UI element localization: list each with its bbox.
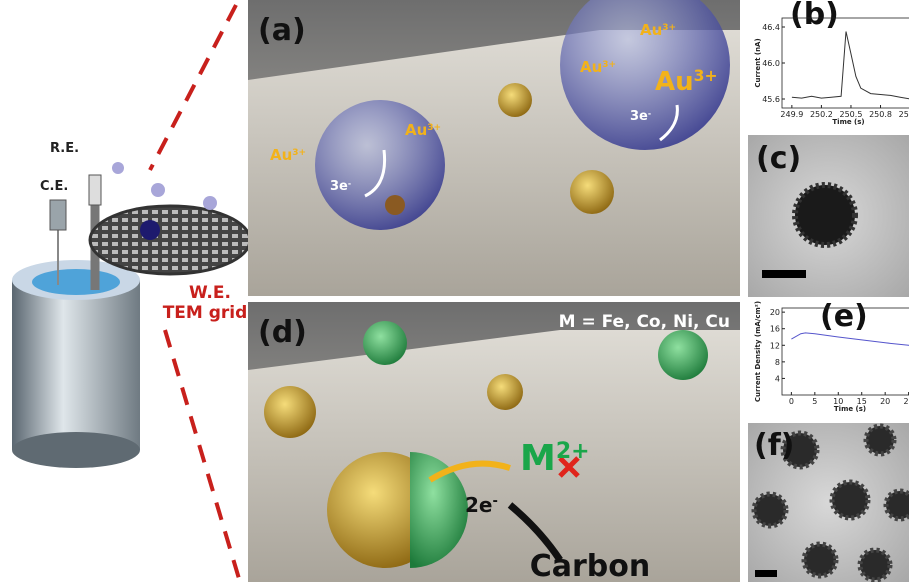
ion-label-base: Au [405,121,427,139]
electron-label-sup: - [648,109,651,118]
x-tick-label: 0 [789,397,794,406]
electron-label: 3e- [330,179,351,195]
y-tick-label: 8 [775,358,780,367]
tem-label: TEM grid [163,303,248,323]
ion-label-sup: 3+ [427,123,441,133]
plot-frame [781,307,909,396]
electron-base: 2e [465,493,492,517]
panel-label: (e) [820,299,868,334]
x-tick-label: 250.8 [869,110,892,119]
x-tick-label: 250.5 [840,110,863,119]
electron-label-base: 3e [630,109,648,124]
x-tick-label: 25 [904,397,909,406]
electron-label: 3e- [630,109,651,125]
ion-label-base: Au [655,67,694,97]
panel-b [748,0,909,132]
data-line [791,31,909,100]
panel-e [748,300,909,420]
y-tick-label: 46.4 [762,23,780,32]
panel-f: (f) [748,423,909,582]
panel-label: (d) [258,315,307,350]
panel-c: (c) [748,135,909,297]
ion-label-sup: 3+ [292,148,306,158]
y-axis-label: Current (nA) [754,38,762,87]
y-tick-label: 45.6 [762,95,780,104]
y-tick-label: 46.0 [762,59,780,68]
panel-label: (a) [258,13,306,48]
panel-a: (a) [248,0,740,296]
metals: M = Fe, Co, Ni, Cu [559,312,730,332]
electron-label-base: 3e [330,179,348,194]
panel-label: (c) [756,141,801,176]
ion-label: Au3+ [405,121,441,139]
y-tick-label: 20 [770,308,780,317]
ion-label-base: Au [580,58,602,76]
x-tick-label: 251.1 [899,110,909,119]
x-tick-label: 250.2 [810,110,833,119]
ion-sup: 2+ [556,439,590,464]
data-line [791,332,909,346]
panel-label: (f) [754,428,794,463]
ion-label-base: Au [640,21,662,39]
carbon-label: Carbon [530,549,651,582]
ion-label: Au3+ [655,67,718,97]
ion-label: Au3+ [640,21,676,39]
x-tick-label: 15 [857,397,867,406]
ion-label: Au3+ [270,146,306,164]
electron-label: 2e- [465,493,498,517]
panel-label: (b) [790,0,839,32]
y-tick-label: 12 [770,341,780,350]
ion-label-sup: 3+ [694,67,718,85]
x-axis-label: Time (s) [834,405,866,413]
panel-d: (d) M = Fe, Co, Ni, Cu M2+ 2e- Carbon [248,302,740,582]
ion-label-sup: 3+ [602,60,616,70]
x-tick-label: 20 [880,397,890,406]
ce-label: C.E. [40,179,68,194]
cell-illustration: C.E. R.E. W.E. TEM grid [12,4,252,582]
ion-label-sup: 3+ [662,23,676,33]
ion-base: M [520,438,556,479]
y-axis-label: Current Density (mA/cm²) [754,301,762,402]
electron-label-sup: - [348,179,351,188]
we-label: W.E. [189,283,231,303]
x-tick-label: 5 [812,397,817,406]
y-tick-label: 16 [770,325,780,334]
x-axis-label: Time (s) [832,118,864,126]
x-tick-label: 10 [833,397,843,406]
x-tick-label: 249.9 [780,110,803,119]
re-label: R.E. [50,141,79,156]
y-tick-label: 4 [775,374,780,383]
ion-label: M2+ [520,438,590,479]
ion-label: Au3+ [580,58,616,76]
electron-sup: - [492,494,497,509]
ion-label-base: Au [270,146,292,164]
